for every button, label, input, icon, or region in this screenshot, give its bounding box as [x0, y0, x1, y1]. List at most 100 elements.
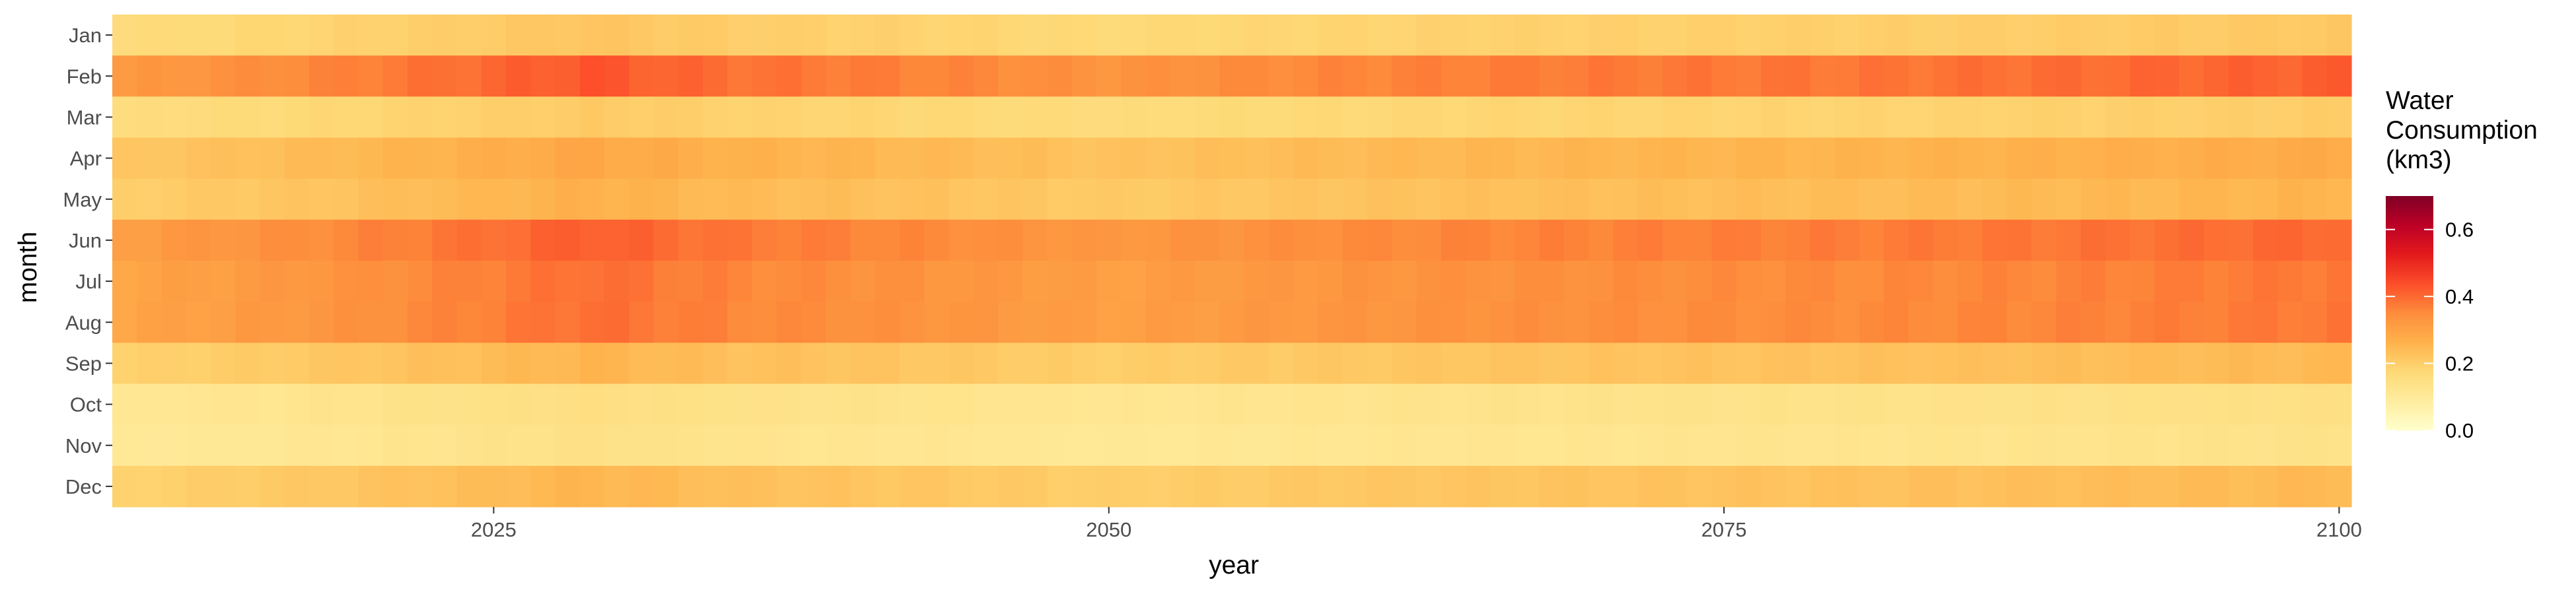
- heatmap-tile: [334, 137, 359, 180]
- heatmap-tile: [284, 383, 310, 426]
- heatmap-tile: [1416, 343, 1442, 385]
- heatmap-tile: [1687, 55, 1713, 97]
- heatmap-tile: [1515, 96, 1540, 139]
- heatmap-tile: [432, 219, 458, 261]
- heatmap-tile: [653, 15, 679, 56]
- heatmap-tile: [1392, 261, 1417, 302]
- heatmap-tile: [1121, 465, 1147, 508]
- heatmap-tile: [1318, 424, 1343, 467]
- heatmap-tile: [900, 261, 925, 302]
- heatmap-tile: [1834, 383, 1860, 426]
- heatmap-tile: [2228, 96, 2254, 139]
- heatmap-tile: [1268, 302, 1294, 343]
- legend-colorbar-segment: [2386, 217, 2433, 220]
- heatmap-tile: [161, 465, 187, 508]
- heatmap-tile: [161, 15, 187, 56]
- heatmap-tile: [456, 96, 482, 139]
- heatmap-tile: [506, 261, 531, 302]
- heatmap-tile: [2007, 343, 2032, 385]
- heatmap-tile: [1933, 137, 1958, 180]
- heatmap-tile: [1342, 302, 1368, 343]
- heatmap-tile: [850, 137, 876, 180]
- heatmap-tile: [2154, 96, 2180, 139]
- heatmap-tile: [382, 219, 408, 261]
- heatmap-tile: [2081, 137, 2106, 180]
- heatmap-tile: [235, 424, 261, 467]
- heatmap-tile: [1318, 55, 1343, 97]
- legend-colorbar-segment: [2386, 239, 2433, 242]
- heatmap-tile: [776, 55, 802, 97]
- heatmap-tile: [1810, 261, 1836, 302]
- heatmap-tile: [2007, 302, 2032, 343]
- heatmap-tile: [1957, 178, 1983, 220]
- heatmap-tile: [456, 261, 482, 302]
- heatmap-tile: [826, 383, 851, 426]
- heatmap-tile: [1908, 137, 1934, 180]
- heatmap-tile: [2252, 343, 2278, 385]
- heatmap-tile: [1589, 96, 1614, 139]
- heatmap-tile: [2179, 383, 2205, 426]
- heatmap-tile: [1711, 96, 1737, 139]
- heatmap-tile: [1490, 178, 1515, 220]
- heatmap-tile: [1367, 302, 1392, 343]
- heatmap-tile: [1416, 219, 1442, 261]
- heatmap-tile: [1785, 424, 1811, 467]
- heatmap-tile: [727, 261, 753, 302]
- heatmap-tile: [432, 96, 458, 139]
- heatmap-tile: [382, 343, 408, 385]
- heatmap-tile: [1392, 137, 1417, 180]
- heatmap-tile: [1121, 178, 1147, 220]
- heatmap-tile: [1342, 96, 1368, 139]
- legend-colorbar-segment: [2386, 252, 2433, 255]
- heatmap-tile: [161, 261, 187, 302]
- heatmap-tile: [1121, 219, 1147, 261]
- heatmap-tile: [2129, 137, 2155, 180]
- heatmap-tile: [408, 343, 433, 385]
- heatmap-tile: [1711, 302, 1737, 343]
- heatmap-tile: [358, 137, 384, 180]
- legend-colorbar-segment: [2386, 426, 2433, 429]
- legend-colorbar-segment: [2386, 348, 2433, 351]
- heatmap-tile: [1908, 55, 1934, 97]
- heatmap-tile: [1834, 261, 1860, 302]
- heatmap-tile: [604, 261, 629, 302]
- heatmap-tile: [1392, 55, 1417, 97]
- heatmap-tile: [998, 178, 1023, 220]
- heatmap-tile: [358, 302, 384, 343]
- heatmap-tile: [776, 137, 802, 180]
- heatmap-tile: [1687, 424, 1713, 467]
- heatmap-tile: [1244, 343, 1270, 385]
- heatmap-tile: [1318, 343, 1343, 385]
- heatmap-tile: [1293, 55, 1318, 97]
- heatmap-tile: [1515, 261, 1540, 302]
- heatmap-tile: [1022, 137, 1048, 180]
- heatmap-tile: [973, 465, 999, 508]
- heatmap-tile: [752, 302, 777, 343]
- heatmap-tile: [703, 465, 728, 508]
- heatmap-tile: [1563, 383, 1589, 426]
- heatmap-tile: [1318, 96, 1343, 139]
- heatmap-tile: [776, 261, 802, 302]
- heatmap-tile: [334, 178, 359, 220]
- heatmap-tile: [2031, 465, 2057, 508]
- heatmap-tile: [112, 96, 137, 139]
- heatmap-tile: [629, 261, 655, 302]
- heatmap-tile: [530, 219, 556, 261]
- heatmap-tile: [900, 424, 925, 467]
- heatmap-tile: [1563, 219, 1589, 261]
- heatmap-tile: [1785, 137, 1811, 180]
- heatmap-tile: [1367, 383, 1392, 426]
- heatmap-tile: [408, 55, 433, 97]
- heatmap-tile: [2105, 96, 2131, 139]
- heatmap-tile: [235, 302, 261, 343]
- heatmap-tile: [2277, 15, 2303, 56]
- heatmap-tile: [801, 465, 826, 508]
- heatmap-tile: [875, 55, 900, 97]
- heatmap-tile: [826, 261, 851, 302]
- heatmap-tile: [334, 383, 359, 426]
- heatmap-tile: [1637, 96, 1663, 139]
- heatmap-tile: [1195, 178, 1220, 220]
- heatmap-tile: [604, 55, 629, 97]
- heatmap-tile: [1342, 178, 1368, 220]
- heatmap-tile: [1933, 302, 1958, 343]
